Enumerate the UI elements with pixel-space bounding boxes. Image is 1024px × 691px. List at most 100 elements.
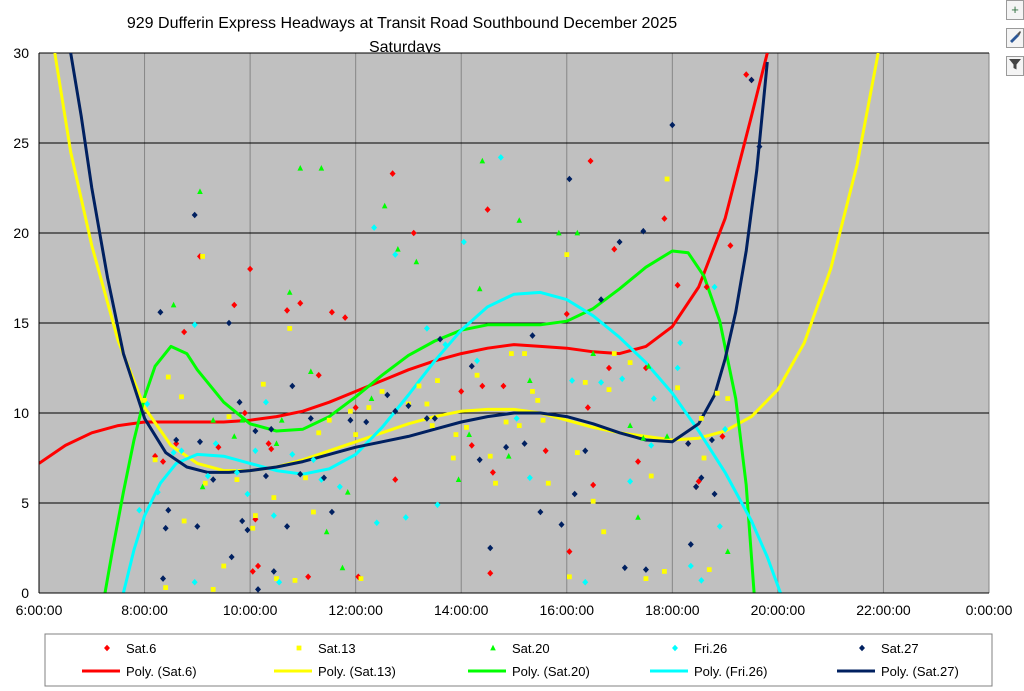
point-fri-26 [170,449,177,456]
point-fri-26 [154,488,161,496]
point-sat-6 [587,157,594,165]
trendline-poly-sat-27- [69,53,769,474]
point-sat-27 [191,211,198,219]
point-sat-6 [611,245,618,253]
point-sat-27 [693,483,700,491]
y-tick-label: 25 [13,135,29,151]
point-sat-20 [413,258,420,265]
point-sat-6 [249,568,256,575]
point-sat-27 [268,425,275,433]
point-sat-13 [590,498,596,504]
point-sat-13 [474,372,480,378]
point-fri-26 [650,395,657,402]
add-chart-element-button[interactable]: + [1006,0,1024,20]
point-sat-13 [714,390,720,396]
point-sat-6 [255,562,262,570]
point-sat-13 [698,416,704,421]
y-tick-label: 5 [21,495,29,511]
point-sat-27 [598,296,605,303]
point-sat-13 [271,495,277,500]
y-tick-label: 0 [21,585,29,601]
point-sat-27 [521,440,528,447]
point-sat-20 [395,246,401,252]
point-sat-13 [503,419,509,425]
point-sat-20 [323,528,330,535]
point-sat-13 [142,398,147,403]
point-fri-26 [716,523,723,530]
point-sat-13 [274,576,279,581]
point-sat-13 [601,529,607,535]
point-sat-6 [231,301,238,309]
point-sat-13 [706,567,712,572]
point-sat-13 [250,525,256,531]
point-sat-20 [476,285,483,292]
point-sat-13 [311,509,316,515]
point-sat-20 [640,435,647,441]
point-fri-26 [598,379,605,386]
point-sat-27 [270,568,277,575]
point-fri-26 [212,440,219,447]
point-sat-13 [416,383,422,389]
data-points [136,71,763,593]
point-sat-6 [635,458,642,465]
point-sat-20 [574,229,581,236]
point-sat-27 [756,143,763,150]
point-sat-13 [226,414,232,419]
legend-label: Sat.20 [512,641,550,656]
chart-filters-button[interactable] [1006,56,1024,76]
y-tick-label: 10 [13,405,29,421]
point-fri-26 [674,364,681,372]
point-sat-6 [584,404,591,411]
point-sat-20 [278,417,285,423]
point-sat-13 [347,408,353,414]
point-sat-27 [537,508,544,516]
point-sat-27 [244,526,251,534]
legend-label: Poly. (Sat.6) [126,664,197,679]
point-fri-26 [144,400,151,408]
point-sat-13 [303,475,308,481]
point-sat-6 [315,371,322,379]
point-sat-13 [564,252,570,257]
legend-label: Poly. (Sat.13) [318,664,396,679]
point-sat-27 [468,362,475,370]
point-fri-26 [474,357,481,365]
point-sat-27 [210,476,217,483]
point-sat-13 [435,378,440,383]
point-sat-27 [165,506,172,514]
point-fri-26 [244,490,251,498]
point-sat-20 [318,165,325,171]
point-sat-13 [648,473,654,479]
point-sat-27 [392,407,399,415]
y-tick-label: 30 [13,45,29,61]
point-sat-13 [522,351,527,356]
point-sat-13 [582,380,588,385]
point-sat-6 [173,440,180,447]
point-sat-27 [236,398,243,406]
point-sat-13 [316,430,322,436]
chart-styles-button[interactable] [1006,28,1024,48]
point-sat-20 [308,368,314,374]
point-sat-13 [574,450,580,455]
point-sat-13 [450,455,456,461]
x-tick-label: 18:00:00 [645,602,700,618]
point-sat-6 [328,308,335,316]
point-sat-27 [328,508,335,516]
point-sat-27 [363,418,370,426]
point-sat-13 [358,576,364,581]
point-sat-20 [344,489,351,495]
point-sat-6 [160,458,167,465]
point-sat-6 [181,328,188,336]
point-fri-26 [310,456,317,464]
point-sat-20 [231,433,238,439]
point-sat-6 [392,476,399,483]
point-sat-20 [645,363,652,369]
point-sat-20 [724,548,731,554]
point-sat-27 [476,456,483,464]
point-sat-13 [179,394,184,400]
point-sat-6 [661,215,668,222]
point-sat-27 [239,517,246,525]
point-sat-6 [297,299,304,307]
point-sat-13 [664,176,670,182]
point-sat-20 [286,289,293,295]
